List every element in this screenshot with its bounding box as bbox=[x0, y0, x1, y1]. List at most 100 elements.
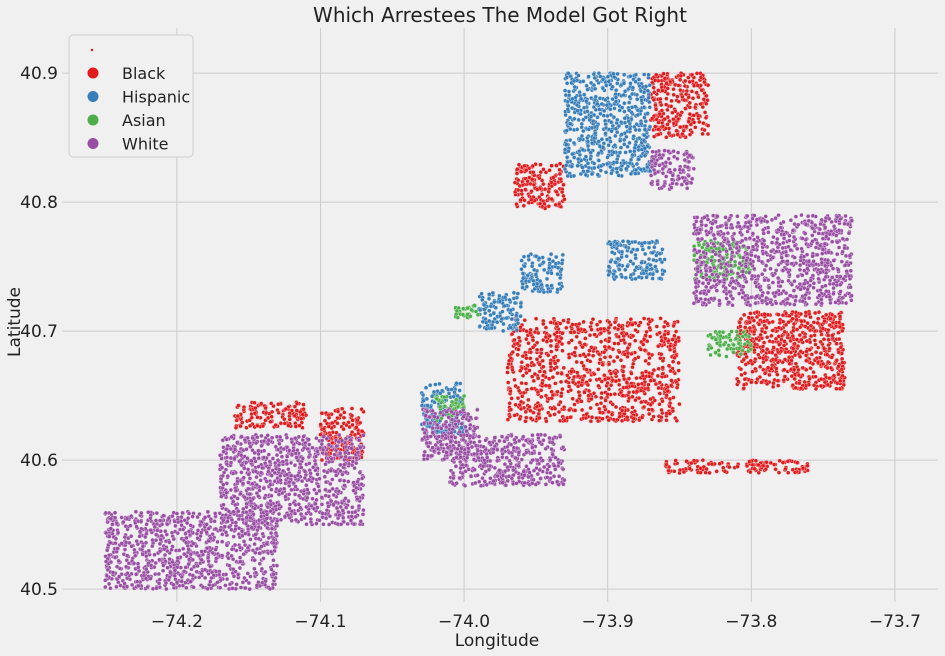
data-point bbox=[637, 135, 642, 141]
data-point bbox=[791, 367, 797, 372]
data-point bbox=[559, 371, 564, 376]
data-point bbox=[519, 267, 524, 272]
data-point bbox=[798, 386, 804, 391]
data-point bbox=[812, 333, 817, 338]
data-point bbox=[113, 536, 119, 541]
data-point bbox=[218, 527, 223, 533]
data-point bbox=[597, 406, 602, 412]
data-point bbox=[541, 260, 546, 265]
data-point bbox=[673, 329, 679, 334]
data-point bbox=[687, 105, 692, 110]
data-point bbox=[459, 425, 464, 430]
data-point bbox=[247, 423, 253, 428]
data-point bbox=[212, 519, 217, 524]
data-point bbox=[654, 72, 659, 77]
data-point bbox=[773, 467, 778, 472]
data-point bbox=[184, 540, 189, 545]
data-point bbox=[687, 100, 692, 106]
data-point bbox=[641, 138, 647, 143]
data-point bbox=[626, 239, 631, 244]
data-point bbox=[790, 333, 795, 339]
data-point bbox=[510, 349, 515, 355]
data-point bbox=[627, 140, 632, 146]
data-point bbox=[166, 577, 171, 583]
data-point bbox=[803, 310, 809, 315]
data-point bbox=[630, 322, 635, 327]
data-point bbox=[678, 124, 683, 130]
data-point bbox=[620, 393, 626, 398]
data-point bbox=[483, 310, 488, 316]
data-point bbox=[231, 567, 236, 572]
data-point bbox=[651, 97, 656, 103]
data-point bbox=[359, 407, 364, 412]
data-point bbox=[119, 541, 124, 546]
data-point bbox=[633, 256, 638, 261]
data-point bbox=[168, 570, 173, 575]
data-point bbox=[659, 352, 664, 357]
data-point bbox=[124, 516, 130, 521]
data-point bbox=[191, 585, 196, 590]
data-point bbox=[194, 550, 200, 556]
data-point bbox=[657, 257, 663, 262]
data-point bbox=[579, 399, 584, 404]
data-point bbox=[573, 345, 578, 351]
data-point bbox=[804, 338, 810, 344]
data-point bbox=[797, 381, 802, 386]
data-point bbox=[676, 99, 681, 104]
data-point bbox=[642, 72, 647, 77]
data-point bbox=[560, 252, 565, 258]
data-point bbox=[787, 361, 792, 366]
data-point bbox=[223, 530, 229, 535]
data-point bbox=[652, 78, 658, 83]
data-point bbox=[559, 261, 565, 266]
data-point bbox=[541, 167, 546, 172]
data-point bbox=[160, 568, 166, 573]
data-point bbox=[614, 160, 619, 165]
data-point bbox=[269, 567, 274, 572]
data-point bbox=[642, 348, 648, 353]
data-point bbox=[776, 383, 781, 388]
data-point bbox=[512, 377, 517, 382]
data-point bbox=[112, 510, 118, 515]
data-point bbox=[807, 376, 812, 381]
data-point bbox=[513, 383, 518, 389]
data-point bbox=[235, 572, 241, 577]
data-point bbox=[256, 536, 261, 541]
data-point bbox=[785, 459, 791, 464]
data-point bbox=[114, 564, 120, 569]
data-point bbox=[567, 115, 573, 120]
data-point bbox=[570, 380, 576, 385]
data-point bbox=[175, 530, 180, 536]
data-point bbox=[530, 338, 536, 343]
data-point bbox=[691, 83, 697, 88]
data-point bbox=[564, 379, 569, 384]
data-point bbox=[652, 398, 657, 403]
data-point bbox=[468, 314, 473, 319]
data-point bbox=[560, 331, 565, 336]
data-point bbox=[559, 189, 565, 195]
data-point bbox=[535, 347, 540, 353]
data-point bbox=[548, 338, 554, 343]
data-point bbox=[568, 387, 573, 393]
data-point bbox=[816, 316, 821, 321]
data-point bbox=[164, 586, 169, 592]
data-point bbox=[641, 342, 646, 347]
data-point bbox=[585, 87, 590, 92]
data-point bbox=[511, 296, 517, 301]
data-point bbox=[543, 325, 549, 330]
data-point bbox=[603, 170, 609, 175]
data-point bbox=[552, 181, 558, 187]
data-point bbox=[619, 408, 625, 413]
data-point bbox=[625, 415, 630, 420]
data-point bbox=[517, 183, 522, 189]
data-point bbox=[535, 187, 540, 192]
data-point bbox=[554, 330, 560, 335]
data-point bbox=[621, 364, 626, 369]
data-point bbox=[717, 461, 722, 466]
data-point bbox=[126, 561, 132, 566]
data-point bbox=[269, 409, 275, 415]
data-point bbox=[340, 406, 345, 411]
data-point bbox=[157, 577, 162, 582]
data-point bbox=[677, 77, 683, 82]
data-point bbox=[107, 534, 112, 539]
